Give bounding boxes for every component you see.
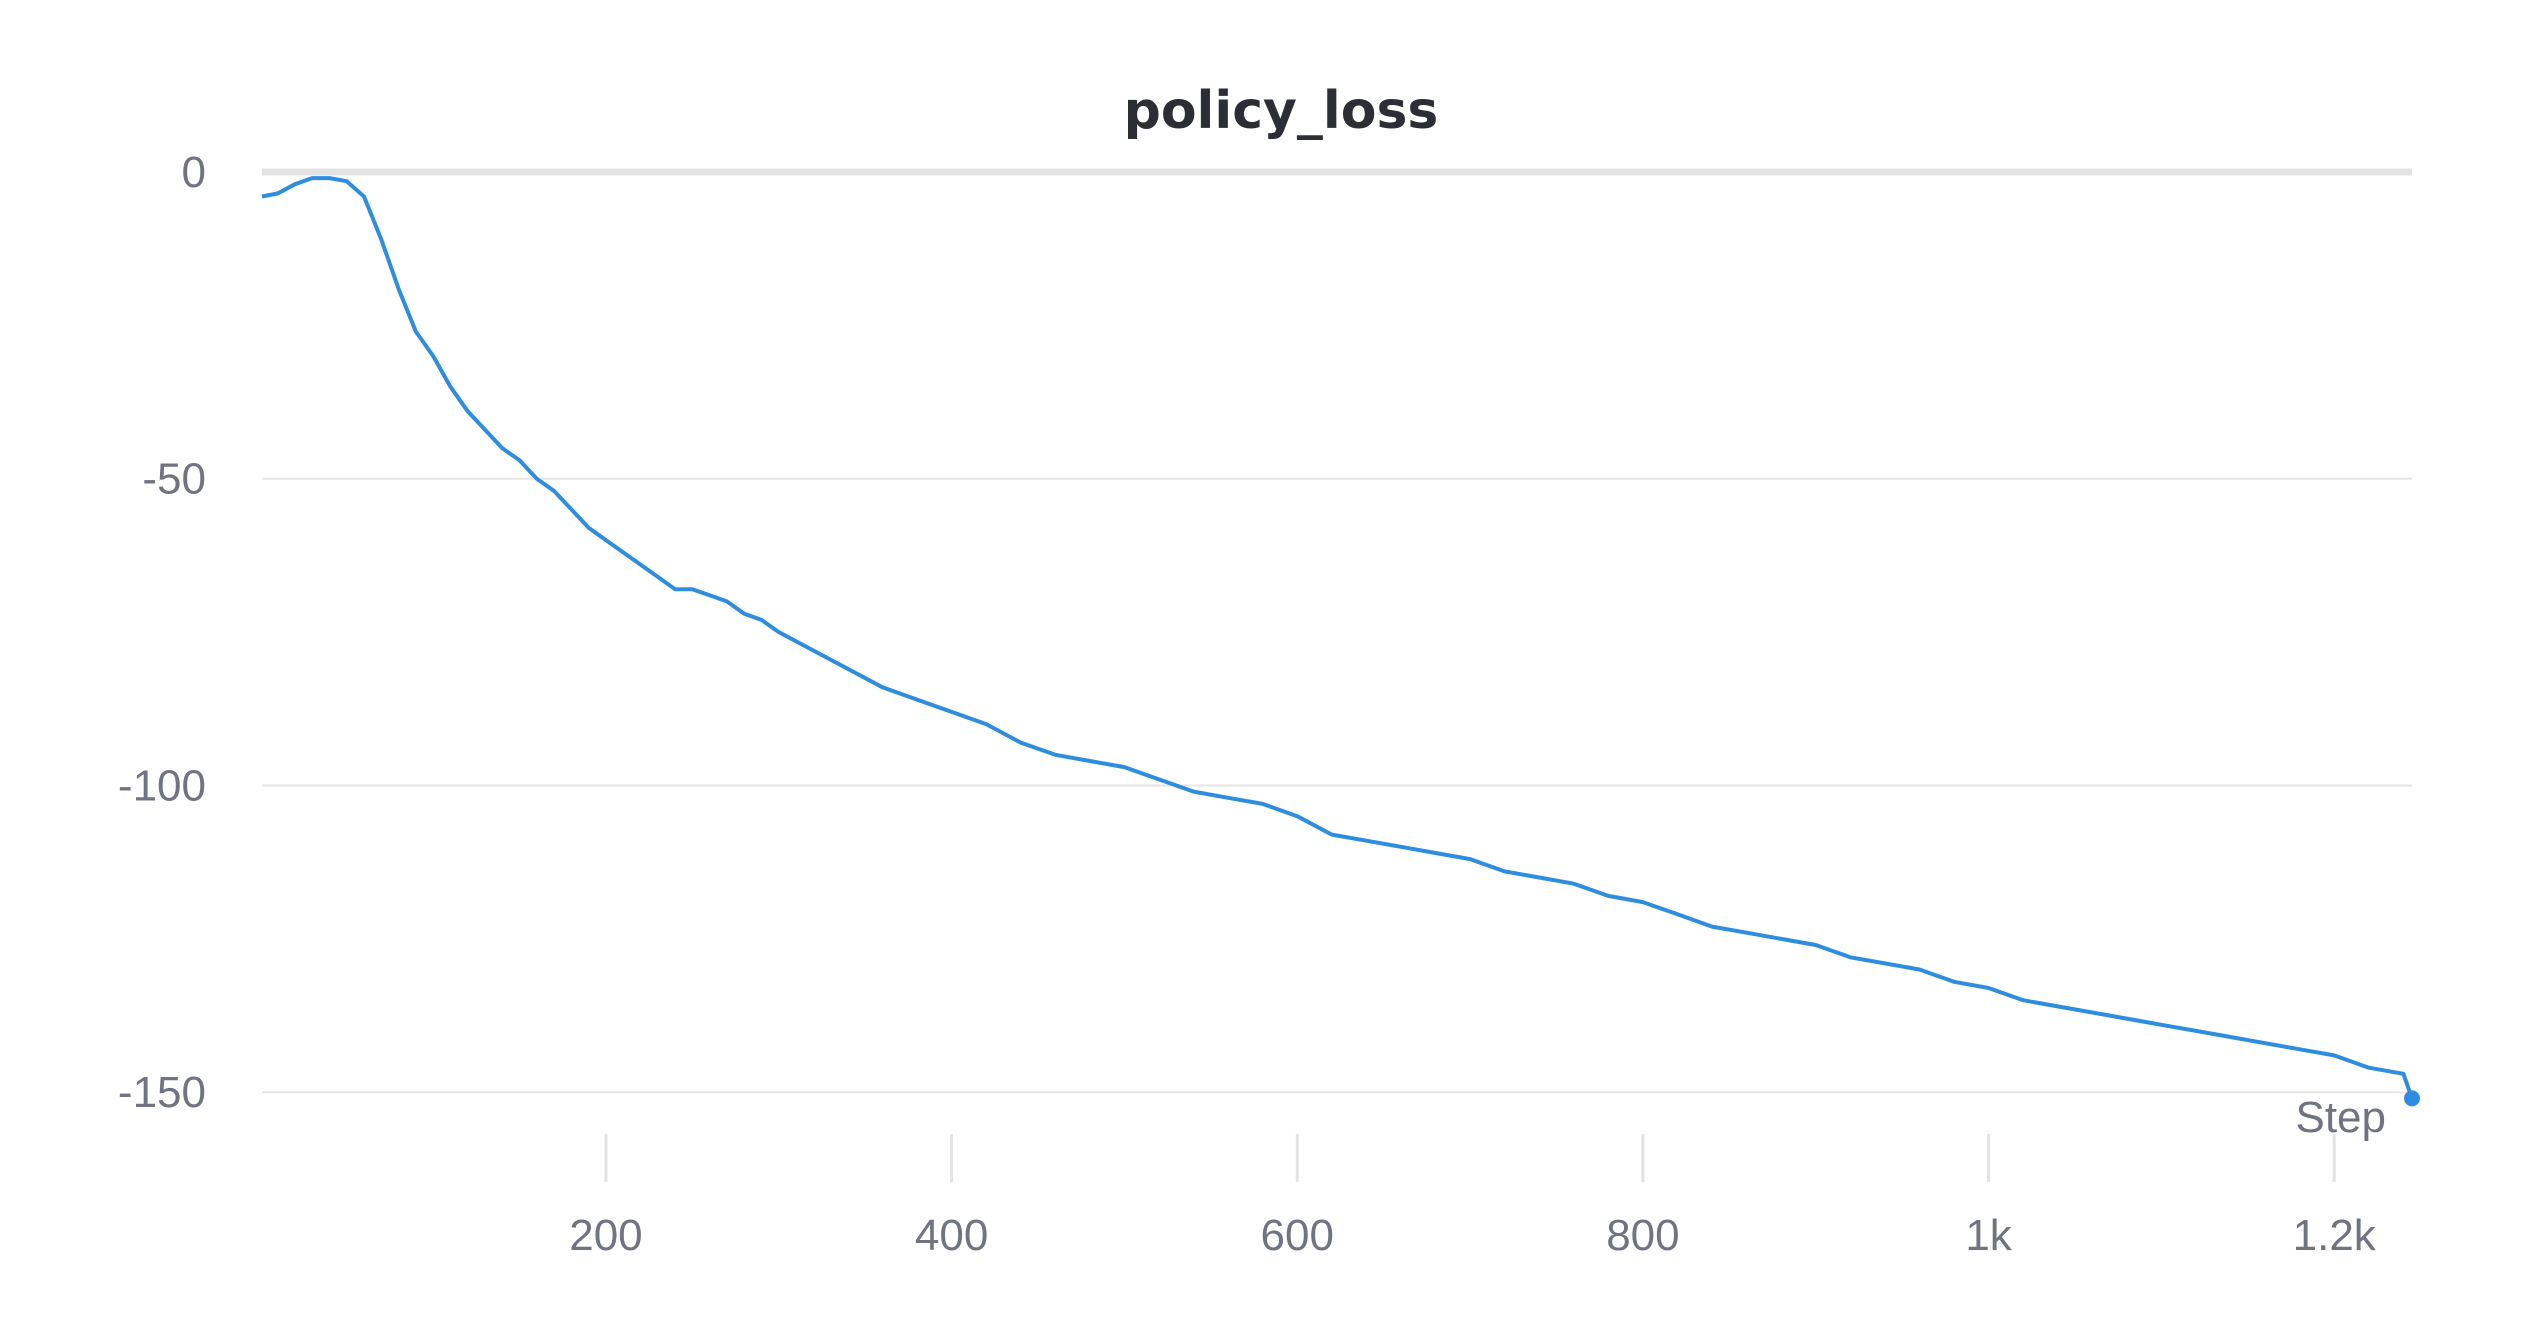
y-tick-label: -50	[142, 455, 206, 504]
series-line	[261, 176, 2414, 1100]
chart-title: policy_loss	[1124, 81, 1439, 141]
y-tick-label: 0	[182, 148, 206, 197]
y-axis-ticks: 0 -50 -100 -150	[118, 148, 206, 1117]
x-tick-label: 1k	[1965, 1211, 2012, 1260]
gridlines	[262, 168, 2412, 1094]
series-layer	[261, 176, 2420, 1107]
x-tick-label: 1.2k	[2293, 1211, 2377, 1260]
x-tick-label: 800	[1606, 1211, 1679, 1260]
x-axis-ticks: 200 400 600 800 1k 1.2k	[569, 1134, 2377, 1260]
x-axis-label: Step	[2295, 1093, 2386, 1142]
y-tick-label: -150	[118, 1068, 206, 1117]
series-end-point	[2404, 1090, 2420, 1107]
y-tick-label: -100	[118, 761, 206, 810]
x-tick-label: 600	[1261, 1211, 1334, 1260]
x-tick-label: 200	[569, 1211, 642, 1260]
x-tick-label: 400	[915, 1211, 988, 1260]
